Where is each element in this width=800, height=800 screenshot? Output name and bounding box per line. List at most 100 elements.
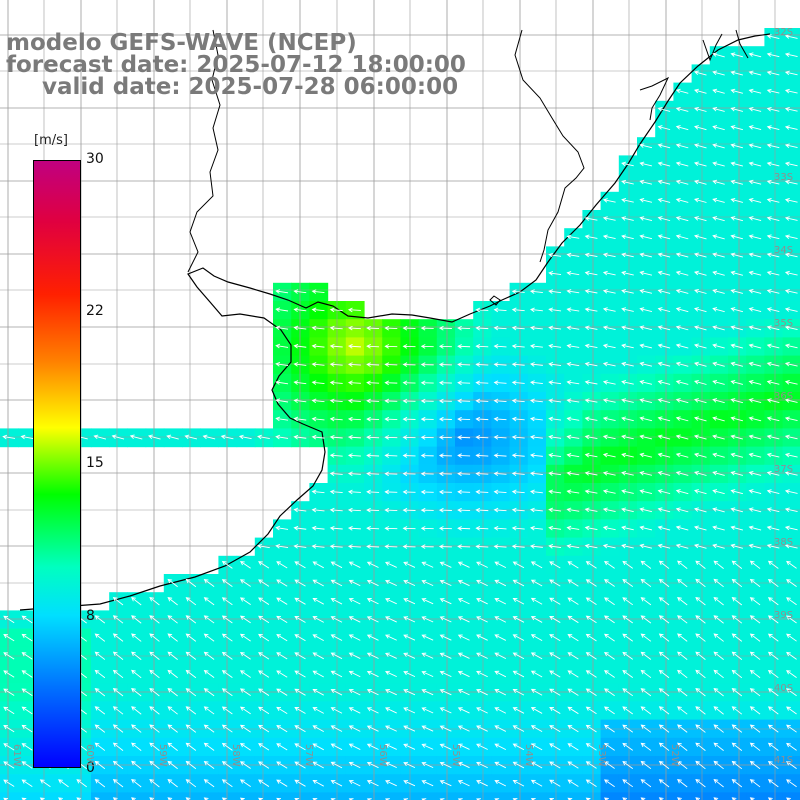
wind-arrow <box>658 779 670 788</box>
wind-arrow <box>494 652 507 660</box>
wind-arrow <box>457 670 470 678</box>
wind-arrow <box>475 325 489 331</box>
wind-arrow <box>131 687 142 697</box>
wind-arrow <box>639 143 653 149</box>
wind-arrow <box>239 724 251 733</box>
wind-arrow <box>603 797 609 800</box>
wind-arrow <box>457 507 471 513</box>
wind-arrow <box>603 688 615 697</box>
wind-arrow <box>549 743 561 751</box>
wind-arrow <box>712 325 725 331</box>
wind-arrow <box>347 544 361 549</box>
wind-arrow <box>457 652 470 659</box>
wind-arrow <box>695 724 706 733</box>
wind-arrow <box>766 307 780 312</box>
wind-arrow <box>58 779 69 788</box>
wind-arrow <box>421 616 434 623</box>
wind-arrow <box>621 361 634 367</box>
wind-arrow <box>329 362 343 367</box>
wind-arrow <box>512 743 525 751</box>
wind-arrow <box>402 416 416 422</box>
wind-arrow <box>76 797 82 800</box>
wind-arrow <box>748 179 762 185</box>
wind-arrow <box>94 779 106 788</box>
wind-arrow <box>403 561 416 568</box>
wind-arrow <box>567 652 579 660</box>
wind-arrow <box>730 489 744 495</box>
wind-speed-cell <box>564 792 583 800</box>
wind-arrow <box>203 688 215 697</box>
wind-arrow <box>766 52 780 58</box>
wind-arrow <box>439 652 452 659</box>
wind-arrow <box>677 779 688 788</box>
wind-arrow <box>640 669 652 679</box>
wind-arrow <box>657 197 671 203</box>
wind-arrow <box>457 743 470 750</box>
wind-arrow <box>622 742 634 751</box>
wind-arrow <box>602 398 616 403</box>
wind-arrow <box>348 725 361 732</box>
wind-arrow <box>293 343 307 349</box>
wind-arrow <box>675 543 689 549</box>
wind-arrow <box>639 471 653 476</box>
wind-arrow <box>203 597 215 606</box>
wind-arrow <box>602 252 616 258</box>
wind-arrow <box>786 797 791 800</box>
wind-arrow <box>639 416 653 422</box>
wind-arrow <box>294 670 306 678</box>
wind-arrow <box>366 344 380 349</box>
wind-arrow <box>675 179 689 185</box>
wind-speed-cell <box>691 792 711 800</box>
wind-arrow <box>658 742 670 751</box>
wind-arrow <box>94 651 106 660</box>
wind-arrow <box>131 797 136 800</box>
wind-arrow <box>275 398 289 403</box>
wind-arrow <box>420 416 434 422</box>
wind-arrow <box>784 52 798 58</box>
wind-arrow <box>767 669 779 679</box>
wind-arrow <box>603 706 615 715</box>
wind-arrow <box>567 561 579 569</box>
wind-arrow <box>366 507 380 513</box>
wind-arrow <box>621 543 634 549</box>
wind-arrow <box>639 307 653 312</box>
wind-arrow <box>530 398 543 404</box>
wind-speed-cell <box>782 665 800 684</box>
wind-speed-cell <box>655 792 674 800</box>
wind-arrow <box>348 634 361 641</box>
wind-arrow <box>603 779 615 788</box>
wind-arrow <box>548 525 562 531</box>
wind-arrow <box>203 779 215 788</box>
colorbar-unit-label: [m/s] <box>34 133 68 148</box>
wind-arrow <box>293 325 307 331</box>
wind-arrow <box>584 525 598 531</box>
wind-arrow <box>384 435 398 440</box>
wind-arrow <box>748 143 762 149</box>
wind-arrow <box>603 761 615 769</box>
wind-arrow <box>329 453 343 458</box>
wind-arrow <box>675 288 689 294</box>
wind-arrow <box>475 471 489 477</box>
wind-arrow <box>639 216 653 221</box>
wind-arrow <box>784 525 798 531</box>
wind-arrow <box>275 525 289 531</box>
wind-arrow <box>476 725 488 732</box>
wind-arrow <box>493 362 507 367</box>
wind-arrow <box>167 760 178 770</box>
wind-arrow <box>602 489 616 494</box>
wind-arrow <box>621 434 634 440</box>
wind-arrow <box>548 507 562 513</box>
wind-arrow <box>311 362 325 367</box>
wind-arrow <box>312 779 324 787</box>
wind-arrow <box>657 470 671 476</box>
wind-arrow <box>112 779 124 788</box>
wind-arrow <box>602 325 616 331</box>
wind-arrow <box>584 216 598 221</box>
wind-arrow <box>585 797 591 800</box>
wind-arrow <box>566 289 580 294</box>
wind-arrow <box>149 687 160 697</box>
wind-arrow <box>276 579 288 587</box>
wind-arrow <box>622 797 628 800</box>
wind-arrow <box>584 325 598 331</box>
